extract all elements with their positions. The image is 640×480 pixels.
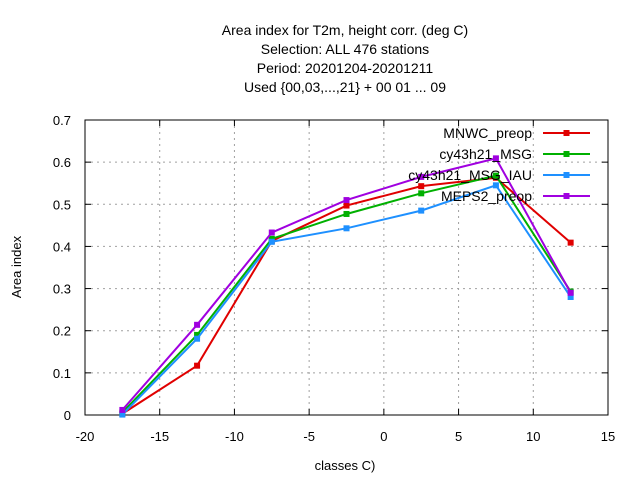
y-tick-label: 0.3 xyxy=(53,282,71,297)
y-tick-label: 0 xyxy=(64,408,71,423)
title-line: Selection: ALL 476 stations xyxy=(261,41,429,57)
x-tick-label: 15 xyxy=(601,429,615,444)
y-axis: 0 0.1 0.2 0.3 0.4 0.5 0.6 0.7 xyxy=(53,113,608,423)
x-tick-label: 0 xyxy=(380,429,387,444)
y-tick-label: 0.4 xyxy=(53,239,71,254)
data-point xyxy=(268,238,275,245)
y-tick-label: 0.2 xyxy=(53,324,71,339)
plot-frame xyxy=(84,119,609,416)
series-cy43h21_MSG_IAU xyxy=(119,182,574,418)
legend-label: MEPS2_preop xyxy=(441,188,532,204)
data-point xyxy=(492,182,499,189)
legend-swatch-marker xyxy=(563,130,570,136)
data-point xyxy=(194,331,201,338)
data-point xyxy=(194,321,201,328)
legend-swatch-marker xyxy=(563,151,570,157)
legend-swatch-marker xyxy=(563,193,570,199)
series-line xyxy=(121,184,572,416)
y-tick-label: 0.1 xyxy=(53,366,71,381)
legend-swatch-marker xyxy=(563,172,570,178)
title-line: Period: 20201204-20201211 xyxy=(257,60,434,76)
x-tick-label: 10 xyxy=(526,429,540,444)
series-cy43h21_MSG xyxy=(119,172,574,416)
data-point xyxy=(418,207,425,214)
title-line: Area index for T2m, height corr. (deg C) xyxy=(222,22,468,38)
data-series xyxy=(119,155,574,418)
legend-label: MNWC_preop xyxy=(443,125,532,141)
data-point xyxy=(343,197,350,204)
data-point xyxy=(567,239,574,246)
data-point xyxy=(492,155,499,162)
data-point xyxy=(343,210,350,217)
data-point xyxy=(343,202,350,209)
data-point xyxy=(119,411,126,418)
data-point xyxy=(567,294,574,300)
legend-label: cy43h21_MSG xyxy=(439,146,532,162)
chart-title: Area index for T2m, height corr. (deg C)… xyxy=(222,22,468,95)
data-point xyxy=(418,183,425,190)
y-tick-label: 0.7 xyxy=(53,113,71,128)
data-point xyxy=(418,190,425,197)
data-point xyxy=(194,362,201,369)
legend-label: cy43h21_MSG_IAU xyxy=(408,167,532,183)
x-tick-label: -20 xyxy=(76,429,95,444)
data-point xyxy=(492,172,499,179)
legend: MNWC_preop cy43h21_MSG cy43h21_MSG_IAU MEPS… xyxy=(408,125,590,204)
x-axis-label: classes C) xyxy=(315,458,376,473)
title-line: Used {00,03,...,21} + 00 01 ... 09 xyxy=(244,79,446,95)
data-point xyxy=(418,173,425,180)
x-tick-label: -10 xyxy=(225,429,244,444)
y-axis-label: Area index xyxy=(9,235,24,298)
y-tick-label: 0.6 xyxy=(53,155,71,170)
x-tick-label: -5 xyxy=(303,429,315,444)
x-tick-label: -15 xyxy=(150,429,169,444)
data-point xyxy=(194,335,201,342)
series-MEPS2_preop xyxy=(119,155,574,413)
x-axis: -20 -15 -10 -5 0 5 10 15 xyxy=(76,120,615,444)
x-tick-label: 5 xyxy=(455,429,462,444)
data-point xyxy=(268,229,275,236)
y-tick-label: 0.5 xyxy=(53,197,71,212)
data-point xyxy=(119,406,126,413)
data-point xyxy=(567,289,574,296)
grid xyxy=(85,120,608,415)
data-point xyxy=(343,225,350,232)
